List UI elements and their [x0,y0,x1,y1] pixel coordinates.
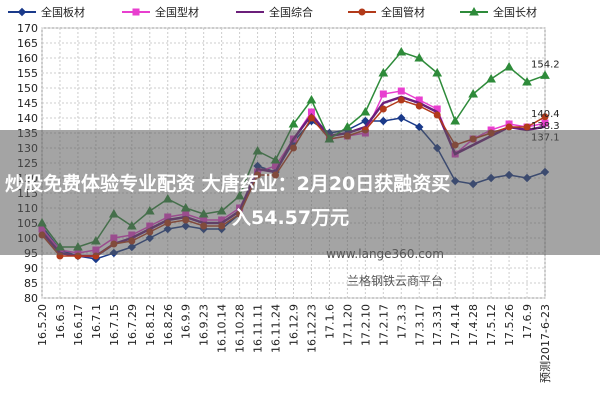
data-point [523,123,531,131]
x-tick-label: 17.2.10 [359,304,372,346]
x-tick-label: 16.7.29 [126,304,139,346]
x-tick-label: 16.6.17 [72,304,85,346]
data-point [415,102,423,110]
data-point [397,96,405,104]
x-tick-label: 预测2017-6-23 [539,304,552,383]
end-value-label: 154.2 [531,59,560,70]
legend-label: 全国型材 [155,5,199,19]
data-point [307,114,315,122]
data-point [360,106,371,116]
data-point [505,123,513,131]
x-tick-label: 16.6.3 [54,304,67,339]
x-tick-label: 17.1.20 [341,304,354,346]
y-tick-label: 170 [17,22,38,35]
legend-label: 全国综合 [269,5,313,19]
y-tick-label: 165 [17,37,38,50]
x-tick-label: 17.6.9 [521,304,534,339]
x-tick-label: 16.8.26 [162,304,175,346]
x-tick-label: 16.9.23 [198,304,211,346]
data-point [540,70,550,79]
x-tick-label: 16.10.14 [216,304,229,353]
x-tick-label: 16.11.24 [270,304,283,353]
data-point [288,118,299,128]
data-point [541,113,549,121]
x-tick-label: 17.5.12 [485,304,498,346]
data-point [450,115,461,125]
legend-label: 全国长材 [493,5,537,19]
data-point [414,52,425,62]
x-tick-label: 17.1.6 [323,304,336,339]
x-tick-label: 17.4.14 [449,304,462,346]
end-value-label: 140.4 [531,109,560,120]
y-tick-label: 145 [17,97,38,110]
watermark: 兰格钢铁云商平台 [347,273,443,288]
x-tick-label: 16.7.15 [108,304,121,346]
x-tick-label: 17.4.28 [467,304,480,346]
y-tick-label: 150 [17,82,38,95]
data-point [433,111,441,119]
banner-text: 入54.57万元 [232,207,349,229]
x-tick-label: 17.3.3 [395,304,408,339]
legend-marker [17,7,27,17]
x-tick-label: 16.12.23 [305,304,318,353]
data-point [504,61,514,71]
y-tick-label: 90 [24,262,38,275]
x-tick-label: 17.3.31 [431,304,444,346]
legend-marker [358,8,366,16]
y-tick-label: 85 [24,277,38,290]
banner-text: 炒股免费体验专业配资 大唐药业：2月20日获融资买 [5,172,450,195]
end-value-label: 138.3 [531,121,560,132]
x-tick-label: 16.7.1 [90,304,103,339]
x-tick-label: 16.5.20 [36,304,49,346]
data-point [397,113,406,123]
data-point [306,94,317,104]
data-point [379,105,387,113]
data-point [378,67,389,77]
x-tick-label: 17.2.17 [377,304,390,346]
x-tick-label: 16.11.11 [252,304,265,353]
data-point [379,90,387,98]
y-tick-label: 80 [24,292,38,305]
legend-label: 全国板材 [41,5,85,19]
data-point [379,116,388,126]
data-point [522,76,532,86]
y-tick-label: 140 [17,112,38,125]
data-point [486,73,496,83]
legend-marker [132,8,140,16]
data-point [432,67,443,77]
x-tick-label: 17.3.17 [413,304,426,346]
banner-bg [0,130,600,255]
x-tick-label: 16.8.12 [144,304,157,346]
y-tick-label: 155 [17,67,38,80]
x-tick-label: 16.12.9 [288,304,301,346]
x-tick-label: 16.9.9 [180,304,193,339]
data-point [397,87,405,95]
data-point [468,88,479,98]
x-tick-label: 17.5.26 [503,304,516,346]
x-tick-label: 16.10.28 [234,304,247,353]
y-tick-label: 160 [17,52,38,65]
data-point [396,46,407,56]
legend-marker [469,6,479,16]
legend-label: 全国管材 [381,5,425,19]
